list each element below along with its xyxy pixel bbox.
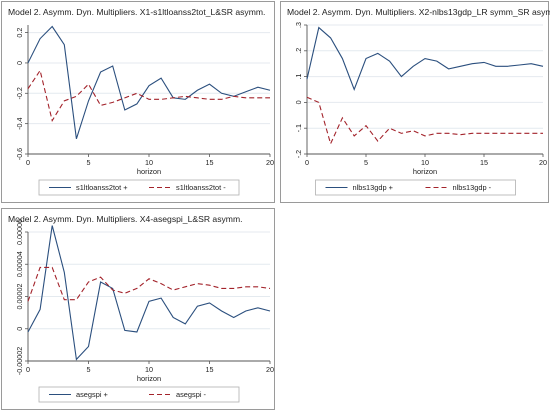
series-line-minus (27, 266, 271, 302)
y-tick-label: -0.4 (15, 117, 24, 129)
legend: s1ltloanss2tot + s1ltloanss2tot - (38, 179, 240, 196)
legend-box (38, 386, 240, 403)
x-tick-label: 10 (421, 158, 429, 167)
x-tick-label: 5 (87, 158, 91, 167)
chart-x2-svg: Model 2. Asymm. Dyn. Multipliers. X2-nlb… (287, 7, 550, 196)
plot-area (28, 25, 270, 154)
y-tick-label: 0 (15, 61, 24, 65)
chart-x4-svg: Model 2. Asymm. Dyn. Multipliers. X4-ase… (8, 214, 274, 403)
legend: asegspi + asegspi - (38, 386, 240, 403)
x-tick-label: 5 (87, 365, 91, 374)
legend-box (38, 179, 240, 196)
y-tick-label: 0.2 (15, 28, 24, 38)
plot-area (307, 25, 543, 154)
x-axis-title: horizon (137, 167, 161, 176)
y-tick-label: 0.00002 (15, 284, 24, 310)
chart-title: Model 2. Asymm. Dyn. Multipliers. X2-nlb… (287, 7, 550, 17)
x-tick-label: 0 (26, 158, 30, 167)
legend-label: s1ltloanss2tot - (176, 183, 226, 192)
y-tick-label: -0.6 (15, 148, 24, 160)
x-tick-label: 20 (266, 158, 274, 167)
y-tick-label: -.2 (294, 150, 303, 158)
x-tick-label: 0 (305, 158, 309, 167)
legend: nlbs13gdp + nlbs13gdp - (315, 179, 516, 196)
y-tick-label: -0.00002 (15, 347, 24, 375)
x-tick-label: 15 (480, 158, 488, 167)
legend-label: s1ltloanss2tot + (76, 183, 128, 192)
series-line-minus (306, 96, 543, 146)
y-tick-label: -0.2 (15, 87, 24, 99)
y-tick-label: .3 (294, 22, 303, 28)
x-tick-label: 10 (145, 365, 153, 374)
legend-label: asegspi - (176, 390, 207, 399)
y-tick-label: -.1 (294, 124, 303, 132)
x-tick-label: 15 (206, 158, 214, 167)
chart-panel-x2: Model 2. Asymm. Dyn. Multipliers. X2-nlb… (280, 1, 550, 203)
series-line-plus (27, 25, 271, 139)
y-tick-label: 0.00006 (15, 219, 24, 245)
x-axis-title: horizon (137, 374, 161, 383)
series-line-plus (306, 26, 544, 92)
y-tick-label: .1 (294, 74, 303, 80)
x-tick-label: 15 (206, 365, 214, 374)
x-tick-label: 0 (26, 365, 30, 374)
x-tick-label: 20 (539, 158, 547, 167)
legend-label: asegspi + (76, 390, 108, 399)
chart-panel-x4: Model 2. Asymm. Dyn. Multipliers. X4-ase… (1, 208, 275, 410)
x-axis-title: horizon (413, 167, 437, 176)
legend-label: nlbs13gdp + (353, 183, 393, 192)
x-tick-label: 5 (364, 158, 368, 167)
chart-title: Model 2. Asymm. Dyn. Multipliers. X1-s1l… (8, 7, 265, 17)
x-tick-label: 10 (145, 158, 153, 167)
chart-panel-x1: Model 2. Asymm. Dyn. Multipliers. X1-s1l… (1, 1, 275, 203)
y-tick-label: 0 (294, 100, 303, 104)
y-tick-label: .2 (294, 48, 303, 54)
legend-label: nlbs13gdp - (453, 183, 492, 192)
x-tick-label: 20 (266, 365, 274, 374)
chart-title: Model 2. Asymm. Dyn. Multipliers. X4-ase… (8, 214, 243, 224)
legend-box (315, 179, 516, 196)
series-line-plus (27, 225, 271, 361)
chart-x1-svg: Model 2. Asymm. Dyn. Multipliers. X1-s1l… (8, 7, 274, 196)
y-tick-label: 0 (15, 327, 24, 331)
y-tick-label: 0.00004 (15, 251, 24, 277)
series-line-minus (27, 69, 270, 123)
